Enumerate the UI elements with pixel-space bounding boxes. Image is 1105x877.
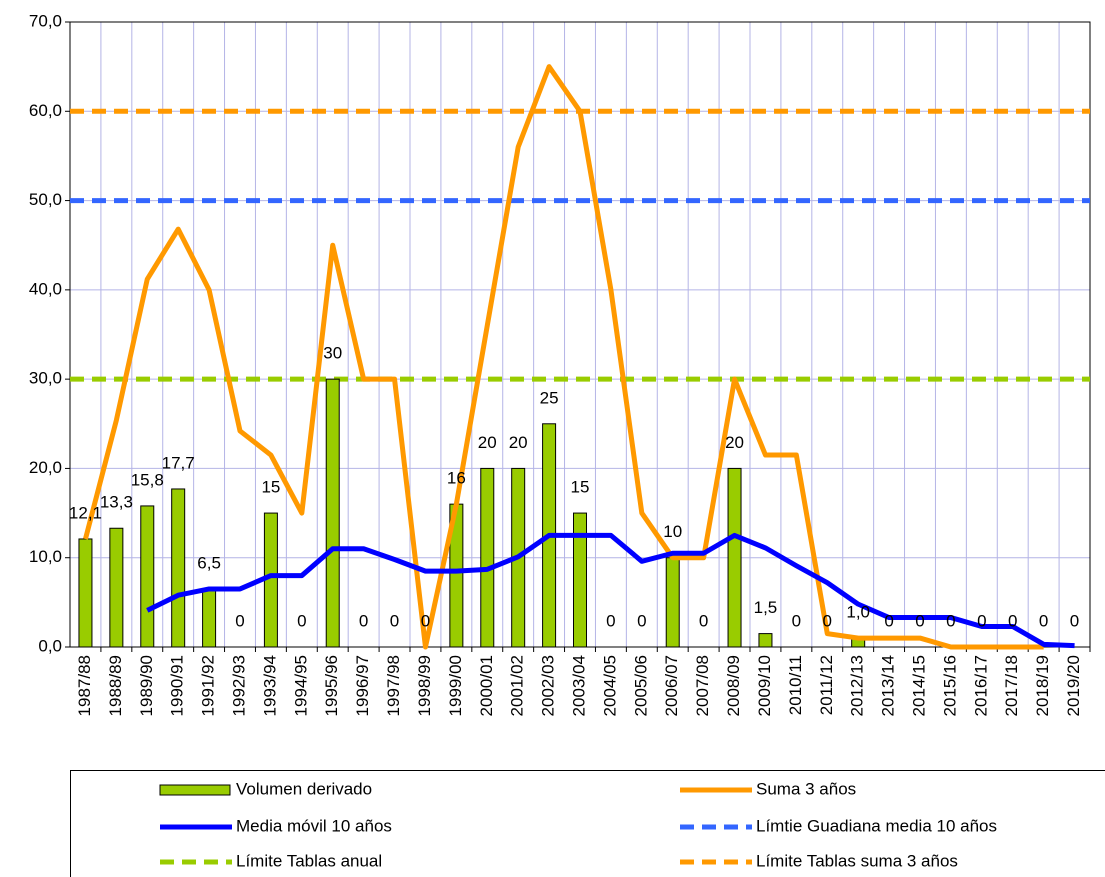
x-tick-label: 2019/20 [1064,655,1083,716]
data-label: 0 [884,611,893,630]
data-label: 0 [792,611,801,630]
data-label: 0 [297,611,306,630]
data-label: 15 [571,478,590,497]
legend-label: Límtie Guadiana media 10 años [756,816,997,835]
bar [109,527,124,648]
data-label: 12,1 [69,503,102,522]
bar [480,467,495,648]
data-label: 15,8 [131,470,164,489]
x-tick-label: 2017/18 [1002,655,1021,716]
data-label: 0 [1070,611,1079,630]
x-tick-label: 2005/06 [631,655,650,716]
bar [758,633,773,648]
data-label: 0 [977,611,986,630]
line-series [146,532,1075,649]
x-tick-label: 2009/10 [755,655,774,716]
data-label: 0 [1008,611,1017,630]
x-tick-label: 1997/98 [384,655,403,716]
data-label: 0 [946,611,955,630]
x-tick-label: 2008/09 [724,655,743,716]
x-tick-label: 1996/97 [353,655,372,716]
data-label: 0 [421,611,430,630]
legend-label: Media móvil 10 años [236,816,392,835]
data-label: 20 [725,433,744,452]
x-tick-label: 2004/05 [600,655,619,716]
x-tick-label: 1992/93 [229,655,248,716]
x-tick-label: 2015/16 [940,655,959,716]
data-label: 0 [637,611,646,630]
data-label: 0 [1039,611,1048,630]
data-label: 15 [261,478,280,497]
legend-label: Suma 3 años [756,779,856,798]
x-tick-label: 2000/01 [477,655,496,716]
y-tick-label: 40,0 [29,279,62,298]
y-tick-label: 60,0 [29,101,62,120]
bar [171,488,186,648]
bar [202,588,217,648]
x-tick-label: 2002/03 [539,655,558,716]
data-label: 0 [235,611,244,630]
x-tick-label: 1991/92 [199,655,218,716]
data-label: 25 [540,388,559,407]
data-label: 0 [359,611,368,630]
legend-swatch [159,784,231,796]
x-tick-label: 1987/88 [75,655,94,716]
x-tick-label: 1994/95 [291,655,310,716]
x-tick-label: 1988/89 [106,655,125,716]
data-label: 0 [823,611,832,630]
data-label: 1,0 [846,603,870,622]
x-tick-label: 2006/07 [662,655,681,716]
bar [140,505,155,648]
data-label: 30 [323,344,342,363]
legend-label: Volumen derivado [236,779,372,798]
x-tick-label: 1998/99 [415,655,434,716]
x-tick-label: 2001/02 [508,655,527,716]
data-label: 6,5 [197,553,221,572]
x-tick-label: 1990/91 [168,655,187,716]
y-tick-label: 30,0 [29,369,62,388]
x-tick-label: 2011/12 [817,655,836,715]
data-label: 17,7 [162,453,195,472]
line-series [83,64,1044,650]
bar [573,512,587,648]
x-tick-label: 2014/15 [909,655,928,716]
y-tick-label: 20,0 [29,458,62,477]
data-label: 13,3 [100,493,133,512]
x-tick-label: 2013/14 [879,655,898,716]
legend-label: Límite Tablas suma 3 años [756,851,958,870]
legend-box [70,770,1105,877]
y-tick-label: 0,0 [38,636,62,655]
x-tick-label: 1989/90 [137,655,156,716]
y-tick-label: 10,0 [29,547,62,566]
bar [665,557,680,648]
data-label: 20 [509,433,528,452]
x-tick-label: 2018/19 [1033,655,1052,716]
data-label: 0 [915,611,924,630]
x-tick-label: 1999/00 [446,655,465,716]
bar [325,378,340,648]
x-tick-label: 1995/96 [322,655,341,716]
data-label: 0 [390,611,399,630]
x-tick-label: 1993/94 [260,655,279,716]
x-tick-label: 2003/04 [569,655,588,716]
data-label: 1,5 [754,598,778,617]
data-label: 10 [663,522,682,541]
x-tick-label: 2012/13 [848,655,867,716]
legend-label: Límite Tablas anual [236,851,382,870]
x-tick-label: 2010/11 [786,655,805,715]
bar [727,467,742,648]
x-tick-label: 2016/17 [971,655,990,716]
x-tick-label: 2007/08 [693,655,712,716]
data-label: 20 [478,433,497,452]
data-label: 0 [699,611,708,630]
data-label: 0 [606,611,615,630]
y-tick-label: 70,0 [29,11,62,30]
data-label: 16 [447,469,466,488]
y-tick-label: 50,0 [29,190,62,209]
bar [78,538,93,648]
